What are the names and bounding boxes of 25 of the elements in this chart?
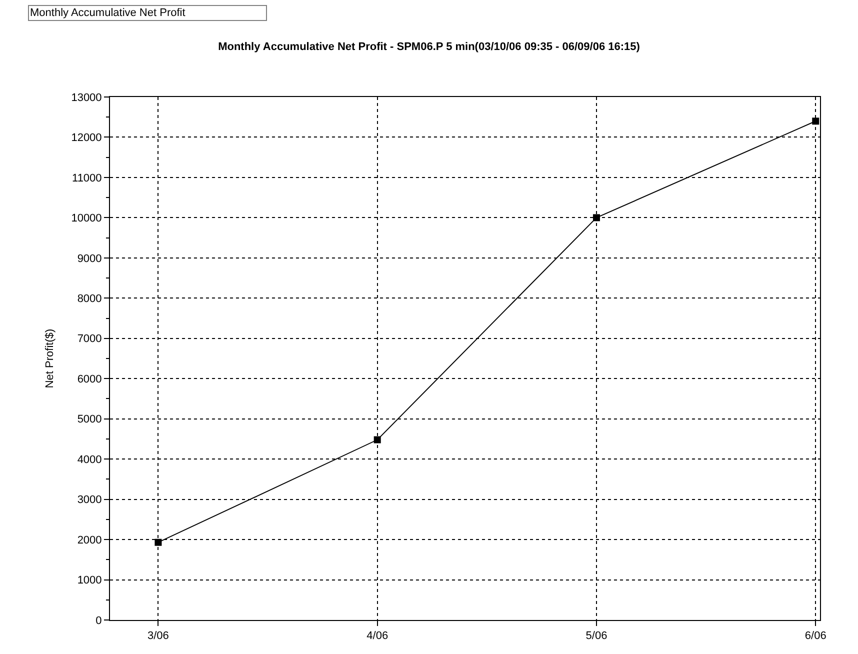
point [592,214,600,222]
y-tick-label: 8000 [77,293,102,305]
x-tick-label: 6/06 [804,630,826,642]
y-tick-label: 1000 [77,574,102,587]
y-tick-label: 2000 [77,534,102,546]
y-tick-label: 11000 [72,172,102,184]
chart-title: Monthly Accumulative Net Profit - SPM06.P 5 min(03/10/06 09:35 - 06/09/06 16:15) [218,41,640,54]
y-tick-label: 13000 [71,92,102,104]
y-axis-title: Net Profit($) [44,328,56,388]
point [374,436,381,444]
y-tick-label: 10000 [71,212,102,225]
y-tick-label: 5000 [77,414,102,426]
x-tick-label: 4/06 [366,630,388,642]
x-tick-label: 5/06 [586,630,608,642]
text: Monthly Accumulative Net Profit [30,7,265,19]
y-tick-label: 4000 [77,454,102,466]
y-tick-label: 9000 [77,252,102,265]
y-tick-label: 6000 [77,373,102,386]
y-tick-label: 3000 [77,494,102,506]
y-tick-label: 7000 [77,333,102,346]
y-tick-label: 12000 [71,132,102,144]
point [154,538,162,546]
y-tick-label: 0 [96,614,102,627]
x-tick-label: 3/06 [148,630,169,642]
point [812,118,820,125]
